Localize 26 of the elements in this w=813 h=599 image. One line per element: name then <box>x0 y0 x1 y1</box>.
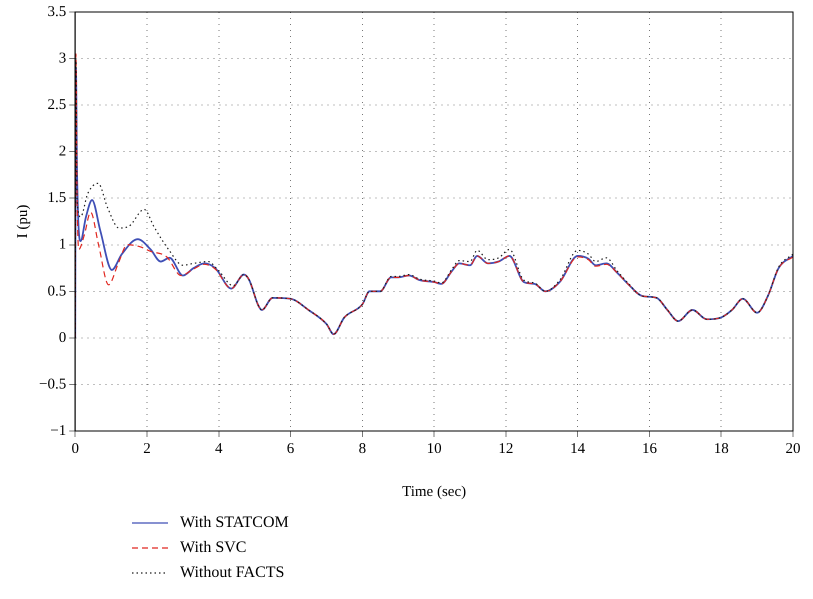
x-tick-label: 14 <box>570 440 586 457</box>
y-tick-label: 1 <box>58 236 66 253</box>
x-tick-label: 12 <box>498 440 514 457</box>
y-tick-label: −1 <box>50 422 66 439</box>
x-tick-label: 20 <box>786 440 800 457</box>
y-tick-label: 3.5 <box>47 4 66 20</box>
x-tick-label: 4 <box>215 440 224 457</box>
x-tick-label: 0 <box>71 440 79 457</box>
y-tick-label: 3 <box>58 50 66 66</box>
legend-label: With SVC <box>180 538 246 556</box>
y-tick-label: 2.5 <box>47 97 66 114</box>
x-tick-label: 10 <box>426 440 442 457</box>
legend-label: With STATCOM <box>180 514 289 532</box>
y-tick-label: 0.5 <box>47 283 66 300</box>
y-axis-title: I (pu) <box>14 204 31 238</box>
y-tick-label: 0 <box>58 330 66 346</box>
x-axis-title: Time (sec) <box>402 484 466 500</box>
x-tick-label: 18 <box>714 440 729 457</box>
y-tick-label: 1.5 <box>47 190 66 206</box>
y-tick-label: −0.5 <box>38 376 66 392</box>
x-tick-label: 6 <box>286 440 295 457</box>
x-tick-label: 8 <box>358 440 366 457</box>
x-tick-label: 2 <box>143 440 151 457</box>
legend-label: Without FACTS <box>180 564 284 582</box>
y-tick-label: 2 <box>58 144 66 160</box>
x-tick-label: 16 <box>642 440 658 457</box>
